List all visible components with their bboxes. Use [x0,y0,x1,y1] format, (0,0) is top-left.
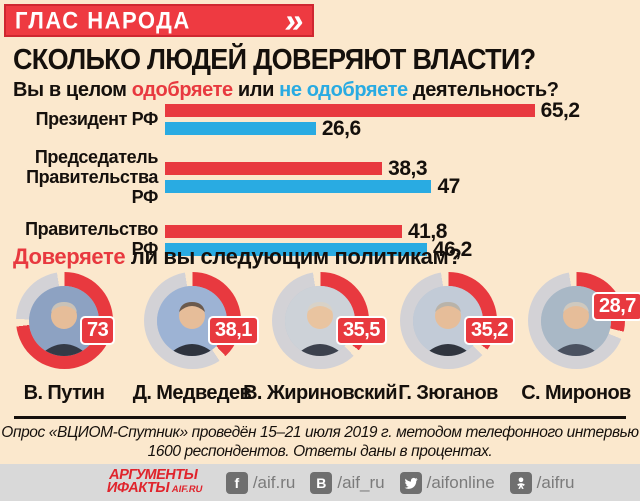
footer-bar: АРГУМЕНТЫ ИФАКТЫ AIF.RU f /aif.ru В /aif… [0,464,640,501]
politician-card-putin: 73 В. Путин [0,272,128,405]
bar-group-president: Президент РФ 65,2 26,6 [0,100,640,139]
chart-subtitle: Вы в целом одобряете или не одобряете де… [13,79,559,102]
bar-value-label: 65,2 [540,99,580,122]
social-handle: /aif.ru [252,472,296,492]
odnoklassniki-icon [509,471,532,494]
trust-value-badge: 35,5 [336,316,387,345]
heading-trust-word: Доверяете [13,244,126,269]
politicians-heading: Доверяете ли вы следующим политикам? [13,244,462,270]
bar-value-label: 38,3 [388,157,428,181]
section-banner: ГЛАС НАРОДА » [4,2,314,40]
social-link-facebook[interactable]: f /aif.ru [225,471,296,494]
survey-footnote: Опрос «ВЦИОМ-Спутник» проведён 15–21 июл… [0,423,640,462]
aif-logo-suffix: AIF.RU [170,484,204,496]
social-handle: /aifonline [426,472,495,492]
approval-bar-chart: Президент РФ 65,2 26,6 Председатель Прав… [0,100,640,273]
subtitle-text: Вы в целом [13,79,132,101]
social-link-odnoklassniki[interactable]: /aifru [509,471,575,494]
bar-category-label: Президент РФ [35,108,159,129]
subtitle-text: или [232,79,280,101]
social-link-vk[interactable]: В /aif_ru [310,471,385,494]
social-handle: /aifru [536,472,575,492]
politician-name: В. Жириновский [243,382,397,404]
double-chevron-icon: » [282,2,307,40]
disapprove-bar [165,180,432,194]
footnote-line1: Опрос «ВЦИОМ-Спутник» проведён 15–21 июл… [1,424,639,441]
politician-card-zhirinovsky: 35,5 В. Жириновский [243,272,398,405]
politician-card-mironov: 28,7 С. Миронов [512,272,640,405]
subtitle-disapprove-label: не одобряете [279,79,408,101]
politician-name: Г. Зюганов [398,382,498,404]
subtitle-text: деятельность? [407,79,559,101]
politician-card-medvedev: 38,1 Д. Медведев [128,272,259,405]
social-links: f /aif.ru В /aif_ru /aifonline /aifru [225,471,575,494]
footnote-line2: 1600 респондентов. Ответы даны в процент… [147,443,493,461]
subtitle-approve-label: одобряете [131,79,233,101]
trust-value-badge: 28,7 [592,292,640,321]
approve-bar [165,224,402,238]
aif-logo-line2: ИФАКТЫ [105,480,171,497]
trust-value-badge: 35,2 [464,316,515,345]
politicians-donut-row: 73 В. Путин 38,1 Д. Медведев 35,5 В. Жир… [0,272,640,405]
bar-value-label: 41,8 [408,219,447,243]
politician-name: В. Путин [23,382,105,404]
footer-divider [14,416,626,419]
page-title: СКОЛЬКО ЛЮДЕЙ ДОВЕРЯЮТ ВЛАСТИ? [13,44,536,76]
banner-title: ГЛАС НАРОДА [15,6,191,34]
bar-category-label: Председатель Правительства РФ [26,147,158,207]
politician-card-zyuganov: 35,2 Г. Зюганов [384,272,515,405]
social-link-twitter[interactable]: /aifonline [399,471,495,494]
trust-value-badge: 38,1 [208,316,259,345]
politician-name: С. Миронов [521,382,631,404]
approve-bar [165,162,383,176]
bar-group-pm: Председатель Правительства РФ 38,3 47 [0,147,640,207]
twitter-icon [399,471,422,494]
disapprove-bar [165,242,427,256]
politician-name: Д. Медведев [132,382,252,404]
social-handle: /aif_ru [337,472,385,492]
aif-logo: АРГУМЕНТЫ ИФАКТЫ AIF.RU [105,467,206,497]
bar-value-label: 46,2 [432,237,472,261]
vk-icon: В [310,471,333,494]
approve-bar [165,104,535,117]
disapprove-bar [165,122,316,135]
heading-rest: ли вы следующим политикам? [125,244,462,269]
bar-value-label: 47 [437,175,460,199]
facebook-icon: f [225,471,248,494]
bar-category-label: Правительство РФ [25,219,158,260]
trust-value-badge: 73 [80,316,116,345]
bar-value-label: 26,6 [321,117,361,140]
bar-group-government: Правительство РФ 41,8 46,2 [0,220,640,260]
